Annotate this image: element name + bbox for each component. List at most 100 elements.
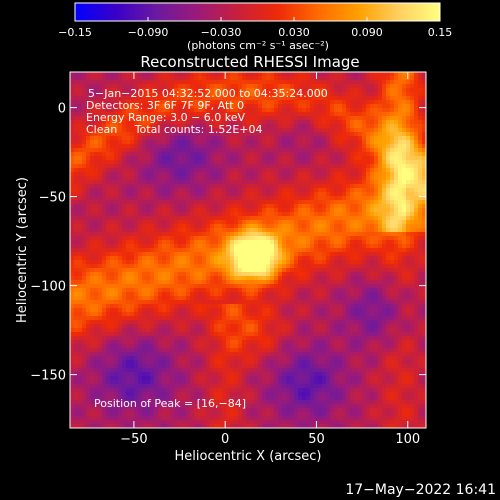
heatmap-cell: [90, 152, 95, 157]
heatmap-cell: [370, 104, 375, 109]
heatmap-cell: [250, 268, 255, 273]
heatmap-cell: [198, 228, 203, 233]
heatmap-cell: [322, 184, 327, 189]
heatmap-cell: [262, 244, 267, 249]
heatmap-cell: [194, 96, 199, 101]
heatmap-cell: [314, 224, 319, 229]
heatmap-cell: [346, 288, 351, 293]
heatmap-cell: [266, 184, 271, 189]
heatmap-cell: [122, 100, 127, 105]
heatmap-cell: [334, 276, 339, 281]
heatmap-cell: [86, 280, 91, 285]
heatmap-cell: [354, 228, 359, 233]
heatmap-cell: [410, 236, 415, 241]
heatmap-cell: [166, 232, 171, 237]
heatmap-cell: [370, 136, 375, 141]
heatmap-cell: [342, 132, 347, 137]
heatmap-cell: [86, 260, 91, 265]
heatmap-cell: [306, 104, 311, 109]
heatmap-cell: [74, 132, 79, 137]
heatmap-cell: [394, 284, 399, 289]
heatmap-cell: [398, 156, 403, 161]
heatmap-cell: [70, 124, 75, 129]
heatmap-cell: [166, 200, 171, 205]
heatmap-cell: [146, 228, 151, 233]
heatmap-cell: [378, 160, 383, 165]
heatmap-cell: [230, 280, 235, 285]
heatmap-cell: [106, 268, 111, 273]
heatmap-cell: [94, 232, 99, 237]
heatmap-cell: [218, 88, 223, 93]
heatmap-cell: [118, 84, 123, 89]
heatmap-cell: [346, 260, 351, 265]
heatmap-cell: [126, 252, 131, 257]
heatmap-cell: [106, 284, 111, 289]
heatmap-cell: [286, 156, 291, 161]
heatmap-cell: [210, 188, 215, 193]
heatmap-cell: [182, 148, 187, 153]
heatmap-cell: [354, 196, 359, 201]
heatmap-cell: [146, 80, 151, 85]
heatmap-cell: [422, 104, 426, 109]
heatmap-cell: [366, 260, 371, 265]
heatmap-cell: [274, 228, 279, 233]
heatmap-cell: [142, 192, 147, 197]
heatmap-cell: [86, 224, 91, 229]
heatmap-cell: [402, 284, 407, 289]
heatmap-cell: [146, 256, 151, 261]
heatmap-cell: [298, 288, 303, 293]
heatmap-cell: [398, 152, 403, 157]
heatmap-cell: [86, 252, 91, 257]
heatmap-cell: [158, 80, 163, 85]
heatmap-cell: [250, 292, 255, 297]
heatmap-cell: [178, 232, 183, 237]
heatmap-cell: [382, 148, 387, 153]
heatmap-cell: [82, 88, 87, 93]
heatmap-cell: [206, 236, 211, 241]
heatmap-cell: [342, 244, 347, 249]
heatmap-cell: [250, 164, 255, 169]
heatmap-cell: [134, 76, 139, 81]
heatmap-cell: [94, 116, 99, 121]
heatmap-cell: [338, 268, 343, 273]
heatmap-cell: [306, 272, 311, 277]
heatmap-cell: [358, 144, 363, 149]
heatmap-cell: [250, 160, 255, 165]
heatmap-cell: [266, 72, 271, 77]
heatmap-cell: [266, 140, 271, 145]
heatmap-cell: [342, 272, 347, 277]
heatmap-cell: [158, 128, 163, 133]
heatmap-cell: [286, 264, 291, 269]
heatmap-cell: [366, 204, 371, 209]
heatmap-cell: [82, 152, 87, 157]
heatmap-cell: [410, 172, 415, 177]
heatmap-cell: [298, 156, 303, 161]
heatmap-cell: [266, 196, 271, 201]
heatmap-cell: [306, 284, 311, 289]
heatmap-cell: [390, 172, 395, 177]
heatmap-cell: [142, 196, 147, 201]
heatmap-cell: [302, 212, 307, 217]
heatmap-cell: [218, 124, 223, 129]
heatmap-cell: [302, 112, 307, 117]
heatmap-cell: [358, 264, 363, 269]
heatmap-cell: [402, 244, 407, 249]
heatmap-cell: [246, 168, 251, 173]
heatmap-cell: [146, 92, 151, 97]
heatmap-cell: [410, 264, 415, 269]
heatmap-cell: [278, 116, 283, 121]
heatmap-cell: [326, 192, 331, 197]
heatmap-cell: [390, 92, 395, 97]
heatmap-cell: [182, 208, 187, 213]
heatmap-cell: [266, 124, 271, 129]
heatmap-cell: [326, 268, 331, 273]
heatmap-cell: [174, 156, 179, 161]
heatmap-cell: [318, 160, 323, 165]
heatmap-cell: [330, 112, 335, 117]
heatmap-cell: [162, 132, 167, 137]
heatmap-cell: [142, 176, 147, 181]
heatmap-cell: [190, 212, 195, 217]
heatmap-cell: [374, 108, 379, 113]
heatmap-cell: [306, 188, 311, 193]
heatmap-cell: [338, 208, 343, 213]
